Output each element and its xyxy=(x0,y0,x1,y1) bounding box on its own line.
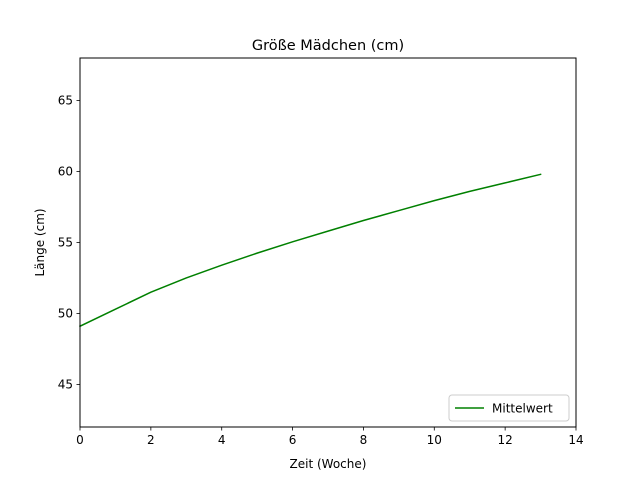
legend-label: Mittelwert xyxy=(492,402,553,416)
y-axis-title: Länge (cm) xyxy=(33,208,47,276)
y-tick-label: 65 xyxy=(58,94,73,108)
x-tick-label: 12 xyxy=(498,433,513,447)
x-tick-label: 10 xyxy=(427,433,442,447)
x-axis: 0 2 4 6 8 10 12 14 xyxy=(76,427,584,447)
legend: Mittelwert xyxy=(448,394,570,422)
y-axis: 45 50 55 60 65 xyxy=(58,94,80,391)
x-tick-label: 6 xyxy=(289,433,297,447)
y-tick-label: 60 xyxy=(58,165,73,179)
chart-title: Größe Mädchen (cm) xyxy=(252,38,404,54)
x-tick-label: 8 xyxy=(360,433,368,447)
series-layer xyxy=(78,173,542,328)
legend-box xyxy=(448,394,570,422)
y-tick-label: 50 xyxy=(58,306,73,320)
x-tick-label: 14 xyxy=(568,433,583,447)
x-tick-label: 4 xyxy=(218,433,226,447)
y-tick-label: 55 xyxy=(58,236,73,250)
series-line-0 xyxy=(78,173,542,328)
x-tick-label: 2 xyxy=(147,433,155,447)
x-axis-title: Zeit (Woche) xyxy=(290,457,367,471)
y-tick-label: 45 xyxy=(58,377,73,391)
x-tick-label: 0 xyxy=(76,433,84,447)
